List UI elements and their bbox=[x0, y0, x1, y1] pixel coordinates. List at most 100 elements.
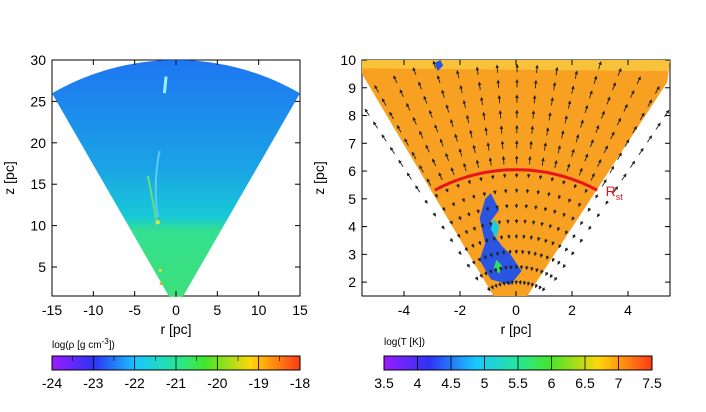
velocity-arrow bbox=[450, 167, 455, 176]
velocity-arrow bbox=[482, 111, 486, 121]
velocity-arrow bbox=[593, 75, 598, 84]
velocity-arrow bbox=[472, 144, 477, 153]
density-colorbar: log(ρ [g cm-3]) -24 -23 -22 -21 -20 -19 -18 bbox=[42, 337, 310, 391]
density-xtick-label: -5 bbox=[128, 302, 141, 318]
temperature-colorbar-tick-label: 4 bbox=[414, 375, 422, 391]
velocity-arrow bbox=[564, 115, 568, 124]
velocity-arrow bbox=[595, 194, 599, 199]
velocity-arrow bbox=[373, 121, 379, 129]
velocity-arrow bbox=[612, 186, 618, 194]
velocity-arrow bbox=[578, 202, 582, 207]
velocity-arrow bbox=[584, 104, 589, 114]
velocity-arrow bbox=[501, 155, 506, 165]
temperature-xtick-label: 0 bbox=[512, 302, 520, 318]
density-colorbar-tick-label: -19 bbox=[249, 375, 269, 391]
velocity-arrow bbox=[548, 112, 552, 121]
velocity-arrow bbox=[436, 75, 441, 84]
stagnation-radius-arc bbox=[434, 168, 598, 192]
velocity-arrow bbox=[399, 89, 404, 97]
temperature-ytick-label: 7 bbox=[348, 135, 356, 151]
density-colorbar-tick-label: -23 bbox=[83, 375, 103, 391]
velocity-arrow bbox=[532, 95, 537, 104]
velocity-arrow bbox=[551, 257, 556, 263]
velocity-arrow bbox=[617, 152, 622, 161]
velocity-arrow bbox=[428, 110, 433, 119]
velocity-arrow bbox=[456, 183, 460, 189]
temperature-xlabel: r [pc] bbox=[500, 321, 531, 337]
density-ylabel: z [pc] bbox=[1, 161, 17, 194]
velocity-arrow bbox=[573, 184, 578, 189]
velocity-arrow bbox=[531, 220, 536, 225]
velocity-arrow bbox=[528, 156, 532, 165]
velocity-arrow bbox=[449, 220, 453, 225]
velocity-arrow bbox=[535, 64, 539, 74]
temperature-colorbar-tick-label: 3.5 bbox=[374, 375, 394, 391]
velocity-arrow bbox=[462, 100, 467, 109]
velocity-arrow bbox=[500, 140, 505, 150]
velocity-arrow bbox=[432, 60, 437, 69]
temperature-ytick-label: 3 bbox=[348, 246, 356, 262]
velocity-arrow bbox=[441, 89, 445, 98]
velocity-arrow bbox=[655, 122, 661, 130]
temperature-xtick-label: -4 bbox=[398, 302, 411, 318]
velocity-arrow bbox=[423, 95, 428, 104]
temperature-xtick-label: 2 bbox=[568, 302, 576, 318]
density-colorbar-tick-label: -18 bbox=[290, 375, 310, 391]
temperature-ytick-label: 6 bbox=[348, 163, 356, 179]
density-colorbar-label: log(ρ [g cm-3]) bbox=[52, 337, 115, 351]
velocity-arrow bbox=[595, 125, 600, 133]
velocity-arrow bbox=[529, 235, 534, 240]
velocity-arrow bbox=[580, 220, 584, 226]
temperature-xtick-label: 4 bbox=[624, 302, 632, 318]
velocity-arrow bbox=[479, 273, 483, 279]
velocity-arrow bbox=[587, 207, 592, 212]
velocity-arrow bbox=[432, 212, 437, 217]
velocity-arrow bbox=[457, 216, 462, 221]
velocity-arrow bbox=[568, 198, 572, 203]
velocity-arrow bbox=[497, 220, 501, 225]
velocity-arrow bbox=[590, 172, 595, 181]
velocity-arrow bbox=[529, 140, 533, 150]
velocity-arrow bbox=[495, 251, 500, 257]
velocity-arrow bbox=[498, 266, 503, 271]
velocity-arrow bbox=[476, 209, 480, 214]
cold-gas-blob bbox=[434, 60, 444, 72]
velocity-arrow bbox=[456, 70, 460, 79]
velocity-arrow bbox=[495, 64, 499, 73]
density-xtick-label: 0 bbox=[172, 302, 180, 318]
velocity-arrow bbox=[554, 66, 559, 76]
velocity-arrow bbox=[554, 160, 558, 169]
velocity-arrow bbox=[466, 212, 471, 217]
velocity-arrow bbox=[536, 190, 541, 195]
velocity-arrow bbox=[364, 108, 370, 116]
velocity-arrow bbox=[639, 112, 645, 121]
velocity-arrow bbox=[630, 90, 635, 98]
velocity-arrow bbox=[527, 250, 531, 256]
temperature-colorbar: log(T [K]) 3.5 4 4.5 5 5.5 6 6.5 7 7.5 bbox=[374, 337, 662, 391]
density-xtick-label: -10 bbox=[83, 302, 103, 318]
velocity-arrow bbox=[539, 253, 544, 258]
velocity-arrow bbox=[474, 276, 479, 281]
velocity-arrow bbox=[655, 86, 660, 94]
velocity-arrow bbox=[530, 266, 534, 272]
velocity-arrow bbox=[578, 167, 583, 176]
density-clump bbox=[155, 220, 160, 225]
stagnation-radius-subscript: st bbox=[616, 192, 624, 202]
temperature-ytick-label: 8 bbox=[348, 108, 356, 124]
velocity-arrow bbox=[542, 287, 546, 292]
velocity-arrow bbox=[477, 81, 482, 91]
velocity-arrow bbox=[457, 251, 462, 255]
velocity-arrow bbox=[434, 124, 439, 133]
velocity-arrow bbox=[477, 257, 481, 262]
velocity-arrow bbox=[609, 165, 615, 174]
density-ytick-label: 5 bbox=[38, 259, 46, 275]
velocity-arrow bbox=[584, 153, 589, 162]
velocity-arrow bbox=[612, 82, 616, 91]
velocity-arrow bbox=[449, 238, 453, 243]
velocity-arrow bbox=[531, 110, 536, 119]
velocity-arrow bbox=[601, 179, 607, 187]
cold-gas-clump bbox=[479, 193, 522, 285]
velocity-arrow bbox=[434, 193, 438, 198]
velocity-arrow bbox=[411, 151, 417, 160]
